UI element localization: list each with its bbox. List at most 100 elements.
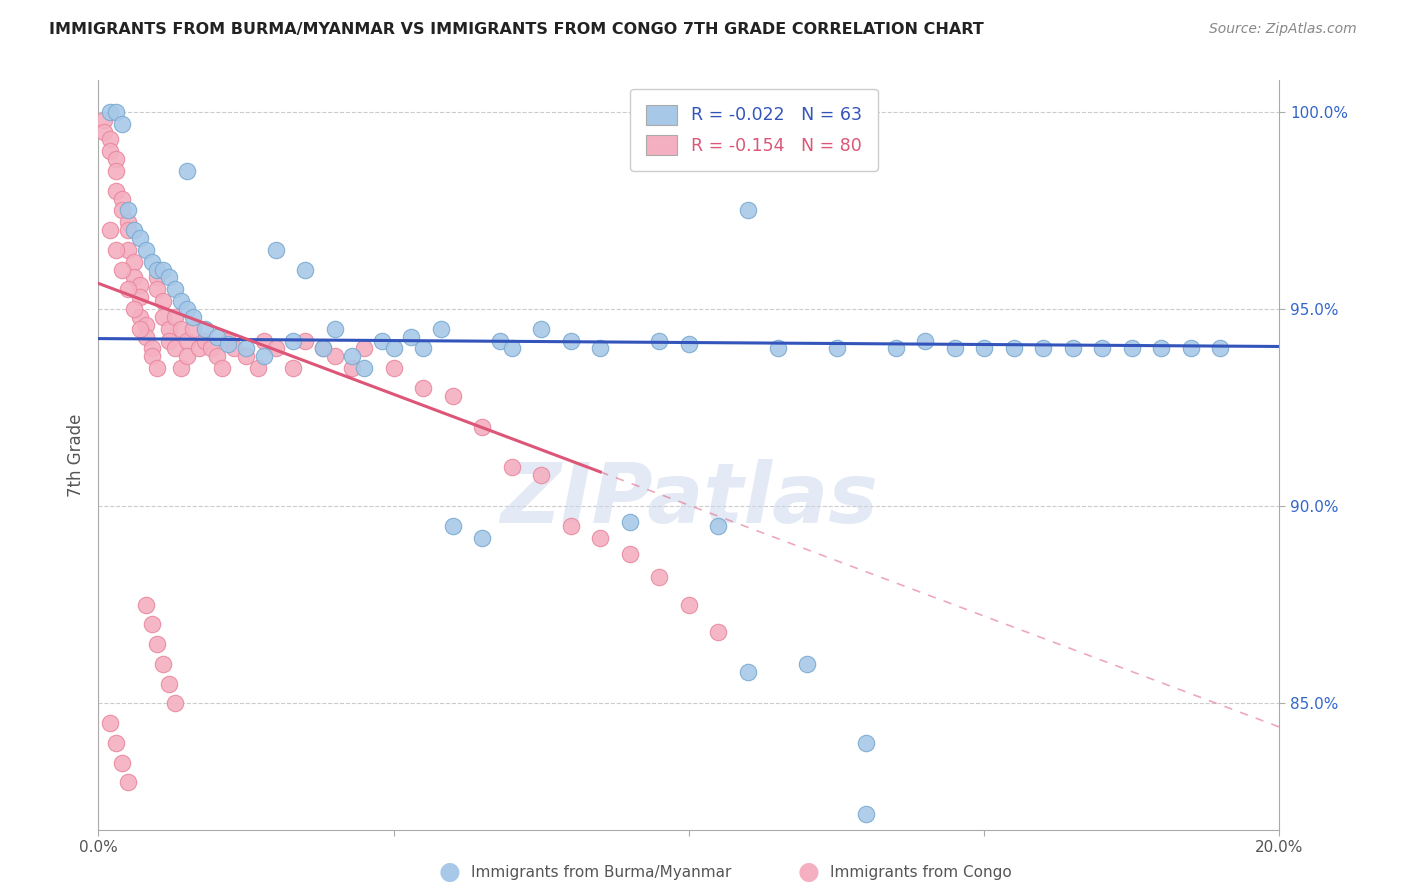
Point (246, 361, 269, 376)
Point (796, 657, 818, 671)
Point (146, 637, 169, 651)
Point (135, 329, 157, 343)
Point (943, 342, 966, 356)
Point (371, 334, 394, 348)
Point (105, 243, 128, 257)
Point (211, 361, 233, 376)
Point (205, 349, 228, 363)
Legend: R = -0.022   N = 63, R = -0.154   N = 80: R = -0.022 N = 63, R = -0.154 N = 80 (630, 89, 877, 170)
Point (111, 192, 134, 206)
Point (737, 203, 759, 218)
Text: ●: ● (439, 861, 461, 884)
Point (235, 349, 257, 363)
Point (152, 294, 174, 309)
Point (146, 282, 169, 296)
Point (766, 342, 789, 356)
Point (105, 164, 128, 178)
Point (152, 310, 174, 324)
Point (98, 145, 121, 159)
Point (105, 152, 128, 166)
Point (157, 676, 180, 690)
Point (501, 459, 523, 474)
Point (170, 322, 193, 336)
Point (412, 342, 434, 356)
Text: Immigrants from Burma/Myanmar: Immigrants from Burma/Myanmar (471, 865, 731, 880)
Point (181, 322, 204, 336)
Point (441, 519, 464, 533)
Point (141, 254, 163, 268)
Point (128, 231, 150, 245)
Point (122, 270, 145, 285)
Point (176, 164, 198, 178)
Point (141, 342, 163, 356)
Point (401, 329, 423, 343)
Point (176, 334, 198, 348)
Point (678, 337, 700, 351)
Point (141, 349, 163, 363)
Point (707, 519, 730, 533)
Point (382, 361, 405, 376)
Point (217, 334, 239, 348)
Point (1002, 342, 1025, 356)
Text: IMMIGRANTS FROM BURMA/MYANMAR VS IMMIGRANTS FROM CONGO 7TH GRADE CORRELATION CHA: IMMIGRANTS FROM BURMA/MYANMAR VS IMMIGRA… (49, 22, 984, 37)
Point (117, 243, 139, 257)
Point (98, 132, 121, 146)
Point (146, 262, 169, 277)
Point (105, 104, 128, 119)
Point (294, 334, 316, 348)
Text: ●: ● (797, 861, 820, 884)
Point (619, 515, 641, 529)
Point (283, 334, 305, 348)
Point (135, 318, 157, 332)
Point (117, 775, 139, 789)
Point (253, 334, 276, 348)
Point (217, 337, 239, 351)
Point (205, 329, 228, 343)
Point (128, 290, 150, 304)
Point (323, 349, 346, 363)
Point (489, 334, 512, 348)
Point (152, 657, 174, 671)
Point (1150, 342, 1173, 356)
Point (619, 547, 641, 561)
Point (560, 519, 582, 533)
Point (187, 342, 209, 356)
Point (342, 349, 364, 363)
Point (382, 342, 405, 356)
Point (170, 294, 193, 309)
Point (342, 361, 364, 376)
Point (135, 598, 157, 612)
Point (165, 342, 187, 356)
Point (98, 716, 121, 731)
Point (93, 124, 115, 138)
Point (1091, 342, 1114, 356)
Point (707, 625, 730, 640)
Point (157, 270, 180, 285)
Point (353, 342, 375, 356)
Point (294, 262, 316, 277)
Point (353, 361, 375, 376)
Y-axis label: 7th Grade: 7th Grade (66, 413, 84, 497)
Point (176, 349, 198, 363)
Point (98, 104, 121, 119)
Point (146, 361, 169, 376)
Point (141, 617, 163, 632)
Point (884, 342, 907, 356)
Point (105, 184, 128, 198)
Point (412, 381, 434, 395)
Point (152, 262, 174, 277)
Point (165, 282, 187, 296)
Point (122, 254, 145, 268)
Point (194, 334, 217, 348)
Point (560, 334, 582, 348)
Point (678, 598, 700, 612)
Point (471, 420, 494, 434)
Point (176, 301, 198, 316)
Point (93, 112, 115, 127)
Point (117, 282, 139, 296)
Point (157, 334, 180, 348)
Point (157, 322, 180, 336)
Text: ZIPatlas: ZIPatlas (501, 459, 877, 541)
Point (312, 342, 335, 356)
Text: Immigrants from Congo: Immigrants from Congo (830, 865, 1011, 880)
